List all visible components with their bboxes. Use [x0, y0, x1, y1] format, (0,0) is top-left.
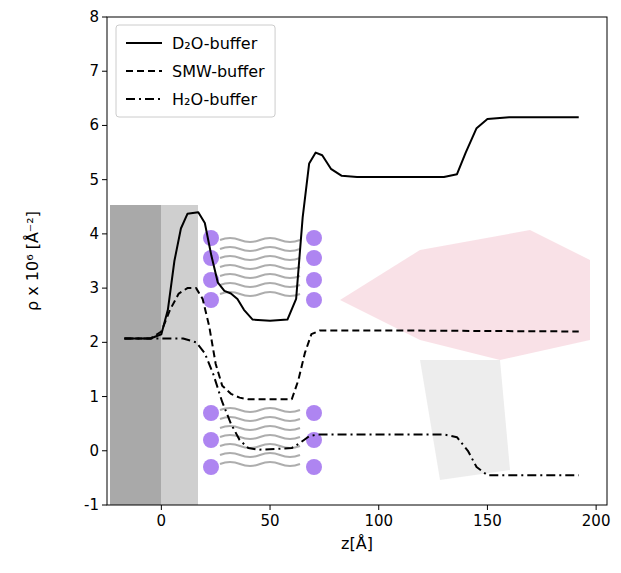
y-tick-label: 5 — [89, 171, 99, 189]
y-axis-title: ρ x 10⁶ [Å⁻²] — [23, 211, 42, 311]
lipid-tail — [220, 274, 300, 278]
lipid-head — [203, 459, 219, 475]
lipid-head — [306, 230, 322, 246]
lipid-tail — [220, 462, 300, 466]
x-tick — [596, 505, 597, 510]
oxide-layer — [161, 205, 198, 505]
x-tick — [270, 505, 271, 510]
y-tick — [102, 450, 107, 451]
y-tick-label: 0 — [89, 442, 99, 460]
series-line — [124, 117, 578, 338]
lipid-tail — [220, 256, 300, 260]
lipid-tail — [220, 247, 300, 251]
lipid-head — [203, 405, 219, 421]
x-axis-title: z[Å] — [341, 534, 373, 553]
lipid-head — [203, 230, 219, 246]
lipid-tail — [220, 435, 300, 439]
chart: 0 50 100 150 200 -1 0 1 2 3 4 5 6 7 8 z[Å] ρ x 10⁶ [Å⁻²]… — [0, 0, 621, 573]
lipid-head — [306, 459, 322, 475]
y-tick-label: 2 — [89, 333, 99, 351]
x-tick-label: 200 — [582, 512, 611, 530]
y-tick-label: 6 — [89, 116, 99, 134]
illustration — [110, 205, 590, 505]
y-tick-label: -1 — [84, 496, 99, 514]
x-tick-label: 150 — [473, 512, 502, 530]
lipid-tail — [220, 238, 300, 242]
lipid-tail — [220, 417, 300, 421]
legend-label: SMW-buffer — [172, 62, 265, 81]
series-line — [124, 288, 578, 399]
x-tick — [161, 505, 162, 510]
lipid-tail — [220, 265, 300, 269]
lipid-tail — [220, 283, 300, 287]
protein — [340, 230, 590, 360]
y-tick — [102, 396, 107, 397]
y-tick — [102, 505, 107, 506]
series-line — [124, 339, 578, 476]
x-tick — [487, 505, 488, 510]
lipid-head — [306, 405, 322, 421]
plot-frame — [107, 17, 607, 505]
series-group — [124, 117, 578, 475]
y-tick — [102, 179, 107, 180]
legend-swatch — [126, 42, 162, 44]
lipid-head — [306, 292, 322, 308]
y-tick — [102, 71, 107, 72]
legend-label: H₂O-buffer — [172, 90, 257, 109]
x-tick-label: 50 — [260, 512, 279, 530]
legend: D₂O-buffer SMW-buffer H₂O-buffer — [116, 25, 275, 117]
x-tick-label: 0 — [157, 512, 167, 530]
y-tick-label: 3 — [89, 279, 99, 297]
y-tick-label: 4 — [89, 225, 99, 243]
y-tick-label: 1 — [89, 388, 99, 406]
x-tick-label: 100 — [364, 512, 393, 530]
y-tick — [102, 233, 107, 234]
lipid-tail — [220, 408, 300, 412]
legend-swatch — [126, 98, 162, 100]
lipid-head — [306, 250, 322, 266]
y-tick — [102, 342, 107, 343]
lipid-tail — [220, 426, 300, 430]
legend-label: D₂O-buffer — [172, 34, 258, 53]
lipid-head — [203, 292, 219, 308]
y-tick-label: 7 — [89, 62, 99, 80]
lipid-tail — [220, 453, 300, 457]
y-tick — [102, 17, 107, 18]
lipid-head — [306, 272, 322, 288]
legend-box — [116, 25, 275, 117]
protein — [420, 360, 510, 480]
lipid-head — [203, 432, 219, 448]
legend-swatch — [126, 70, 162, 72]
y-tick — [102, 288, 107, 289]
y-tick-label: 8 — [89, 8, 99, 26]
x-tick — [378, 505, 379, 510]
substrate — [110, 205, 164, 505]
y-tick — [102, 125, 107, 126]
